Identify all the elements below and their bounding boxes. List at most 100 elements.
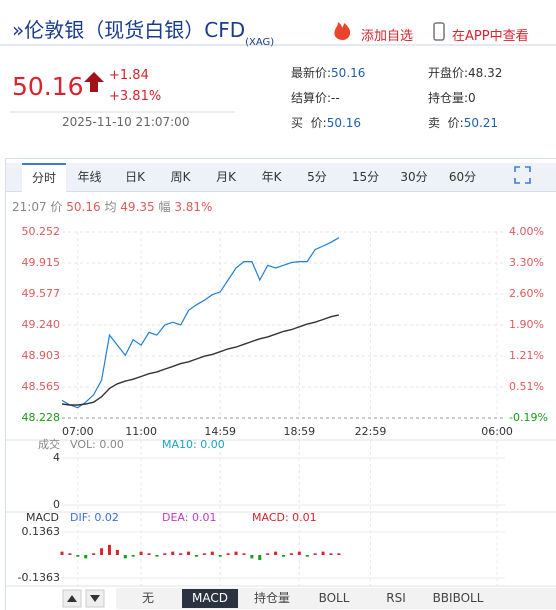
macd-bar: [202, 553, 206, 555]
tab[interactable]: 5分: [307, 170, 327, 184]
macd-bar: [147, 553, 151, 555]
tab[interactable]: 60分: [448, 170, 477, 184]
scroll-down-glyph: [90, 595, 100, 602]
field-label: 开盘价:: [428, 66, 469, 80]
change: +1.84: [109, 68, 149, 83]
macd-bar: [289, 553, 293, 555]
info-amp-label: 幅: [158, 200, 171, 214]
indicator-button[interactable]: BBIBOLL: [432, 591, 484, 605]
y2-tick-label: 1.21%: [509, 349, 544, 362]
macd-value: MACD: 0.01: [252, 511, 317, 524]
add-watch[interactable]: 添加自选: [361, 29, 414, 44]
x-tick-label: 22:59: [355, 425, 387, 438]
info-price-label: 价: [50, 200, 63, 214]
quote-field: 买 价:50.16: [291, 114, 361, 131]
y2-tick-label: 3.30%: [509, 256, 544, 269]
macd-tick-label: 0.1363: [22, 525, 61, 538]
x-tick-label: 06:00: [481, 425, 513, 438]
macd-bar: [282, 555, 285, 557]
y-tick-label: 49.915: [22, 256, 61, 269]
info-line: 21:07 价 50.16 均 49.35 幅 3.81%: [12, 198, 212, 215]
macd-bar: [76, 555, 80, 557]
indicator-button[interactable]: 持仓量: [253, 591, 290, 605]
macd-bar: [337, 553, 341, 555]
indicator-button[interactable]: BOLL: [318, 591, 350, 605]
indicator-button[interactable]: 无: [141, 591, 154, 605]
quote-field: 最新价:50.16: [291, 64, 365, 81]
quote-field: 卖 价:50.21: [428, 114, 498, 131]
quote-field: 开盘价:48.32: [428, 64, 502, 81]
macd-bar: [187, 551, 191, 555]
macd-bar: [100, 548, 104, 555]
macd-bar: [258, 555, 262, 561]
quote-field: 持仓量:0: [428, 89, 476, 106]
fullscreen-icon[interactable]: [514, 166, 531, 184]
field-label: 买 价:: [291, 116, 327, 130]
y-tick-label: 49.240: [22, 318, 61, 331]
y2-tick-label: 0.51%: [509, 380, 544, 393]
y2-tick-label: -0.19%: [509, 411, 548, 424]
code: (XAG): [245, 37, 275, 48]
tab[interactable]: 30分: [400, 170, 428, 184]
macd-bar: [297, 551, 301, 555]
y-tick-label: 49.577: [22, 287, 61, 300]
y2-tick-label: 2.60%: [509, 287, 544, 300]
y2-tick-label: 1.90%: [509, 318, 544, 331]
chart-frame: [5, 158, 556, 610]
quote-time: 2025-11-10 21:07:00: [62, 115, 190, 129]
macd-bar: [115, 549, 119, 555]
info-time: 21:07: [12, 200, 47, 214]
field-label: 持仓量:: [428, 91, 469, 105]
open-app[interactable]: 在APP中查看: [452, 29, 529, 44]
macd-bar: [194, 555, 198, 557]
price: 50.16: [12, 72, 84, 101]
tab[interactable]: 15分: [351, 170, 380, 184]
indicator-button[interactable]: RSI: [386, 591, 406, 605]
macd-bar: [84, 555, 88, 559]
x-tick-label: 11:00: [125, 425, 157, 438]
macd-bar: [171, 551, 175, 555]
volume-tick-label: 0: [53, 498, 60, 511]
volume-tick-label: 4: [53, 451, 60, 464]
macd-bar: [321, 551, 325, 555]
fire-icon[interactable]: [334, 22, 351, 40]
macd-bar: [92, 553, 96, 555]
phone-icon[interactable]: [433, 22, 445, 41]
macd-bar: [68, 553, 72, 555]
macd-bar: [155, 555, 159, 557]
info-avg-label: 均: [104, 200, 117, 214]
change-pct: +3.81%: [109, 89, 162, 104]
macd-dea: DEA: 0.01: [162, 511, 216, 524]
macd-tick-label: -0.1363: [18, 571, 60, 584]
x-tick-label: 18:59: [283, 425, 315, 438]
macd-bar: [226, 553, 230, 555]
volume-vol: VOL: 0.00: [70, 438, 124, 451]
field-label: 最新价:: [291, 66, 332, 80]
price-line: [61, 237, 340, 409]
field-value: 48.32: [468, 66, 503, 80]
info-price: 50.16: [66, 200, 101, 214]
tab[interactable]: 周K: [170, 170, 191, 184]
tab[interactable]: 年K: [261, 170, 282, 184]
macd-bar: [107, 544, 111, 555]
scroll-up-glyph: [67, 595, 77, 602]
field-value: 0: [468, 91, 476, 105]
macd-bar: [123, 555, 127, 559]
field-value: 50.16: [331, 66, 366, 80]
tab[interactable]: 分时: [22, 163, 66, 192]
field-value: 50.16: [326, 116, 362, 130]
field-value: --: [331, 91, 340, 105]
macd-bar: [266, 553, 270, 555]
volume-ma10: MA10: 0.00: [162, 438, 225, 451]
x-tick-label: 07:00: [62, 425, 94, 438]
tab[interactable]: 月K: [216, 170, 236, 184]
price-line: [61, 314, 340, 406]
y-tick-label: 48.903: [22, 349, 61, 362]
indicator-button[interactable]: MACD: [182, 589, 238, 608]
tab[interactable]: 日K: [125, 170, 145, 184]
tab[interactable]: 年线: [77, 170, 102, 184]
field-label: 卖 价:: [428, 116, 464, 130]
macd-bar: [179, 553, 183, 555]
